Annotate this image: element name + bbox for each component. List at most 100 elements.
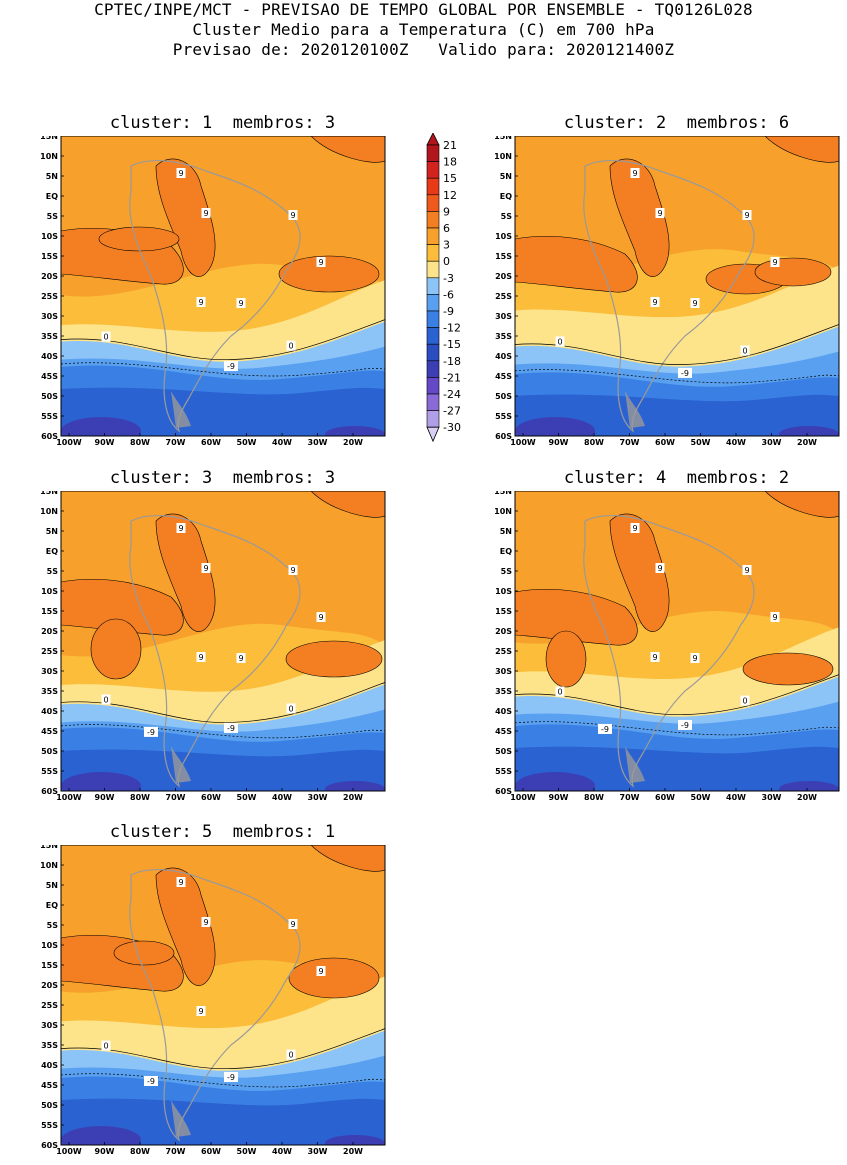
contour-label: 9 [657, 564, 662, 573]
lat-tick-label: 15S [41, 607, 58, 616]
contour-label-bg [144, 1076, 158, 1086]
lon-tick-label: 50W [237, 438, 257, 447]
colorbar-label: -21 [443, 371, 461, 384]
contour-label-bg [690, 298, 700, 308]
lat-tick-label: 5N [46, 527, 58, 536]
lat-tick-label: EQ [500, 547, 512, 556]
contour-label: 9 [198, 1007, 203, 1016]
contour-label-bg [742, 565, 752, 575]
lon-tick-label: 50W [691, 438, 711, 447]
contour-label-bg [176, 168, 186, 178]
lon-tick-label: 80W [584, 793, 604, 802]
lat-tick-label: 55S [41, 1121, 58, 1130]
lat-tick-label: 15N [40, 491, 58, 496]
lon-tick-label: 60W [201, 438, 221, 447]
colorbar-swatch [426, 294, 440, 312]
lat-tick-label: EQ [46, 901, 58, 910]
contour-label-bg [288, 565, 298, 575]
colorbar-label: 18 [443, 156, 457, 169]
colorbar-label: 6 [443, 222, 450, 235]
lat-tick-label: 25S [41, 292, 58, 301]
lat-tick-label: 20S [41, 627, 58, 636]
contour-label-bg [201, 917, 211, 927]
contour-label: -9 [681, 369, 689, 378]
colorbar-label: -24 [443, 388, 461, 401]
contour-label: 9 [657, 209, 662, 218]
contour-label-bg [630, 523, 640, 533]
contour-label: 9 [632, 524, 637, 533]
contour-label-bg [316, 257, 326, 267]
lon-tick-label: 30W [308, 1147, 328, 1156]
contour-label: 9 [692, 299, 697, 308]
contour-label: -9 [227, 1073, 235, 1082]
contour-label: 9 [198, 653, 203, 662]
lon-tick-label: 50W [237, 793, 257, 802]
map-frame [514, 491, 840, 792]
lon-tick-label: 70W [620, 438, 640, 447]
contour-label-bg [678, 719, 692, 730]
lat-tick-label: 10S [495, 587, 512, 596]
colorbar-label: -27 [443, 405, 461, 418]
contour-label: 9 [238, 654, 243, 663]
lon-tick-label: 30W [762, 438, 782, 447]
lat-tick-label: 20S [495, 627, 512, 636]
lon-tick-label: 30W [308, 438, 328, 447]
lon-tick-label: 90W [549, 438, 569, 447]
lat-tick-label: 10S [41, 587, 58, 596]
lat-tick-label: 10S [41, 941, 58, 950]
lon-tick-label: 50W [691, 793, 711, 802]
lon-tick-label: 70W [166, 438, 186, 447]
colorbar-label: -6 [443, 288, 454, 301]
lat-tick-label: 40S [495, 707, 512, 716]
lat-tick-label: 35S [41, 332, 58, 341]
contour-label: -9 [147, 1077, 155, 1086]
lat-tick-label: 30S [495, 667, 512, 676]
lat-tick-label: 15N [494, 136, 512, 141]
lon-tick-label: 100W [56, 793, 82, 802]
lat-tick-label: 60S [495, 432, 512, 441]
colorbar-top-arrow [426, 132, 440, 146]
lat-tick-label: EQ [500, 192, 512, 201]
contour-label: 9 [178, 878, 183, 887]
lat-tick-label: 20S [495, 272, 512, 281]
lat-tick-label: 60S [41, 787, 58, 796]
map-frame [514, 136, 840, 437]
contour-label: -9 [147, 728, 155, 737]
contour-label-bg [650, 297, 660, 307]
contour-label-bg [176, 523, 186, 533]
lon-tick-label: 30W [308, 793, 328, 802]
contour-label-bg [101, 694, 111, 705]
lat-tick-label: 55S [41, 412, 58, 421]
lon-tick-label: 20W [343, 1147, 363, 1156]
lat-tick-label: 50S [41, 747, 58, 756]
contour-label-bg [101, 331, 111, 342]
colorbar-swatch [426, 161, 440, 179]
contour-label-bg [770, 612, 780, 622]
lat-tick-label: 60S [41, 1141, 58, 1150]
contour-label-bg [655, 563, 665, 573]
lat-tick-label: 50S [495, 747, 512, 756]
contour-label: -9 [227, 724, 235, 733]
contour-label: 9 [772, 613, 777, 622]
lat-tick-label: 35S [41, 1041, 58, 1050]
lat-tick-label: 40S [495, 352, 512, 361]
colorbar-label: 9 [443, 205, 450, 218]
colorbar-label: 21 [443, 139, 457, 152]
lat-tick-label: 20S [41, 272, 58, 281]
lat-tick-label: 10N [494, 152, 512, 161]
contour-label-bg [286, 1049, 296, 1060]
lon-tick-label: 40W [272, 793, 292, 802]
lat-tick-label: 20S [41, 981, 58, 990]
header-line-2: Cluster Medio para a Temperatura (C) em … [192, 20, 655, 39]
contour-label-bg [236, 298, 246, 308]
map-frame [60, 491, 386, 792]
colorbar-bottom-arrow [426, 426, 440, 443]
contour-label-bg [650, 652, 660, 662]
lat-tick-label: 55S [495, 412, 512, 421]
map-frame [60, 845, 386, 1146]
lon-tick-label: 90W [95, 793, 115, 802]
lat-tick-label: 10S [41, 232, 58, 241]
contour-label-bg [742, 210, 752, 220]
colorbar-legend: 21 18 15 12 9 6 3 0 -3 -6 -9 -12 -15 -18 -21 -24 -27 -30 [425, 132, 475, 447]
lat-tick-label: 5S [47, 567, 59, 576]
